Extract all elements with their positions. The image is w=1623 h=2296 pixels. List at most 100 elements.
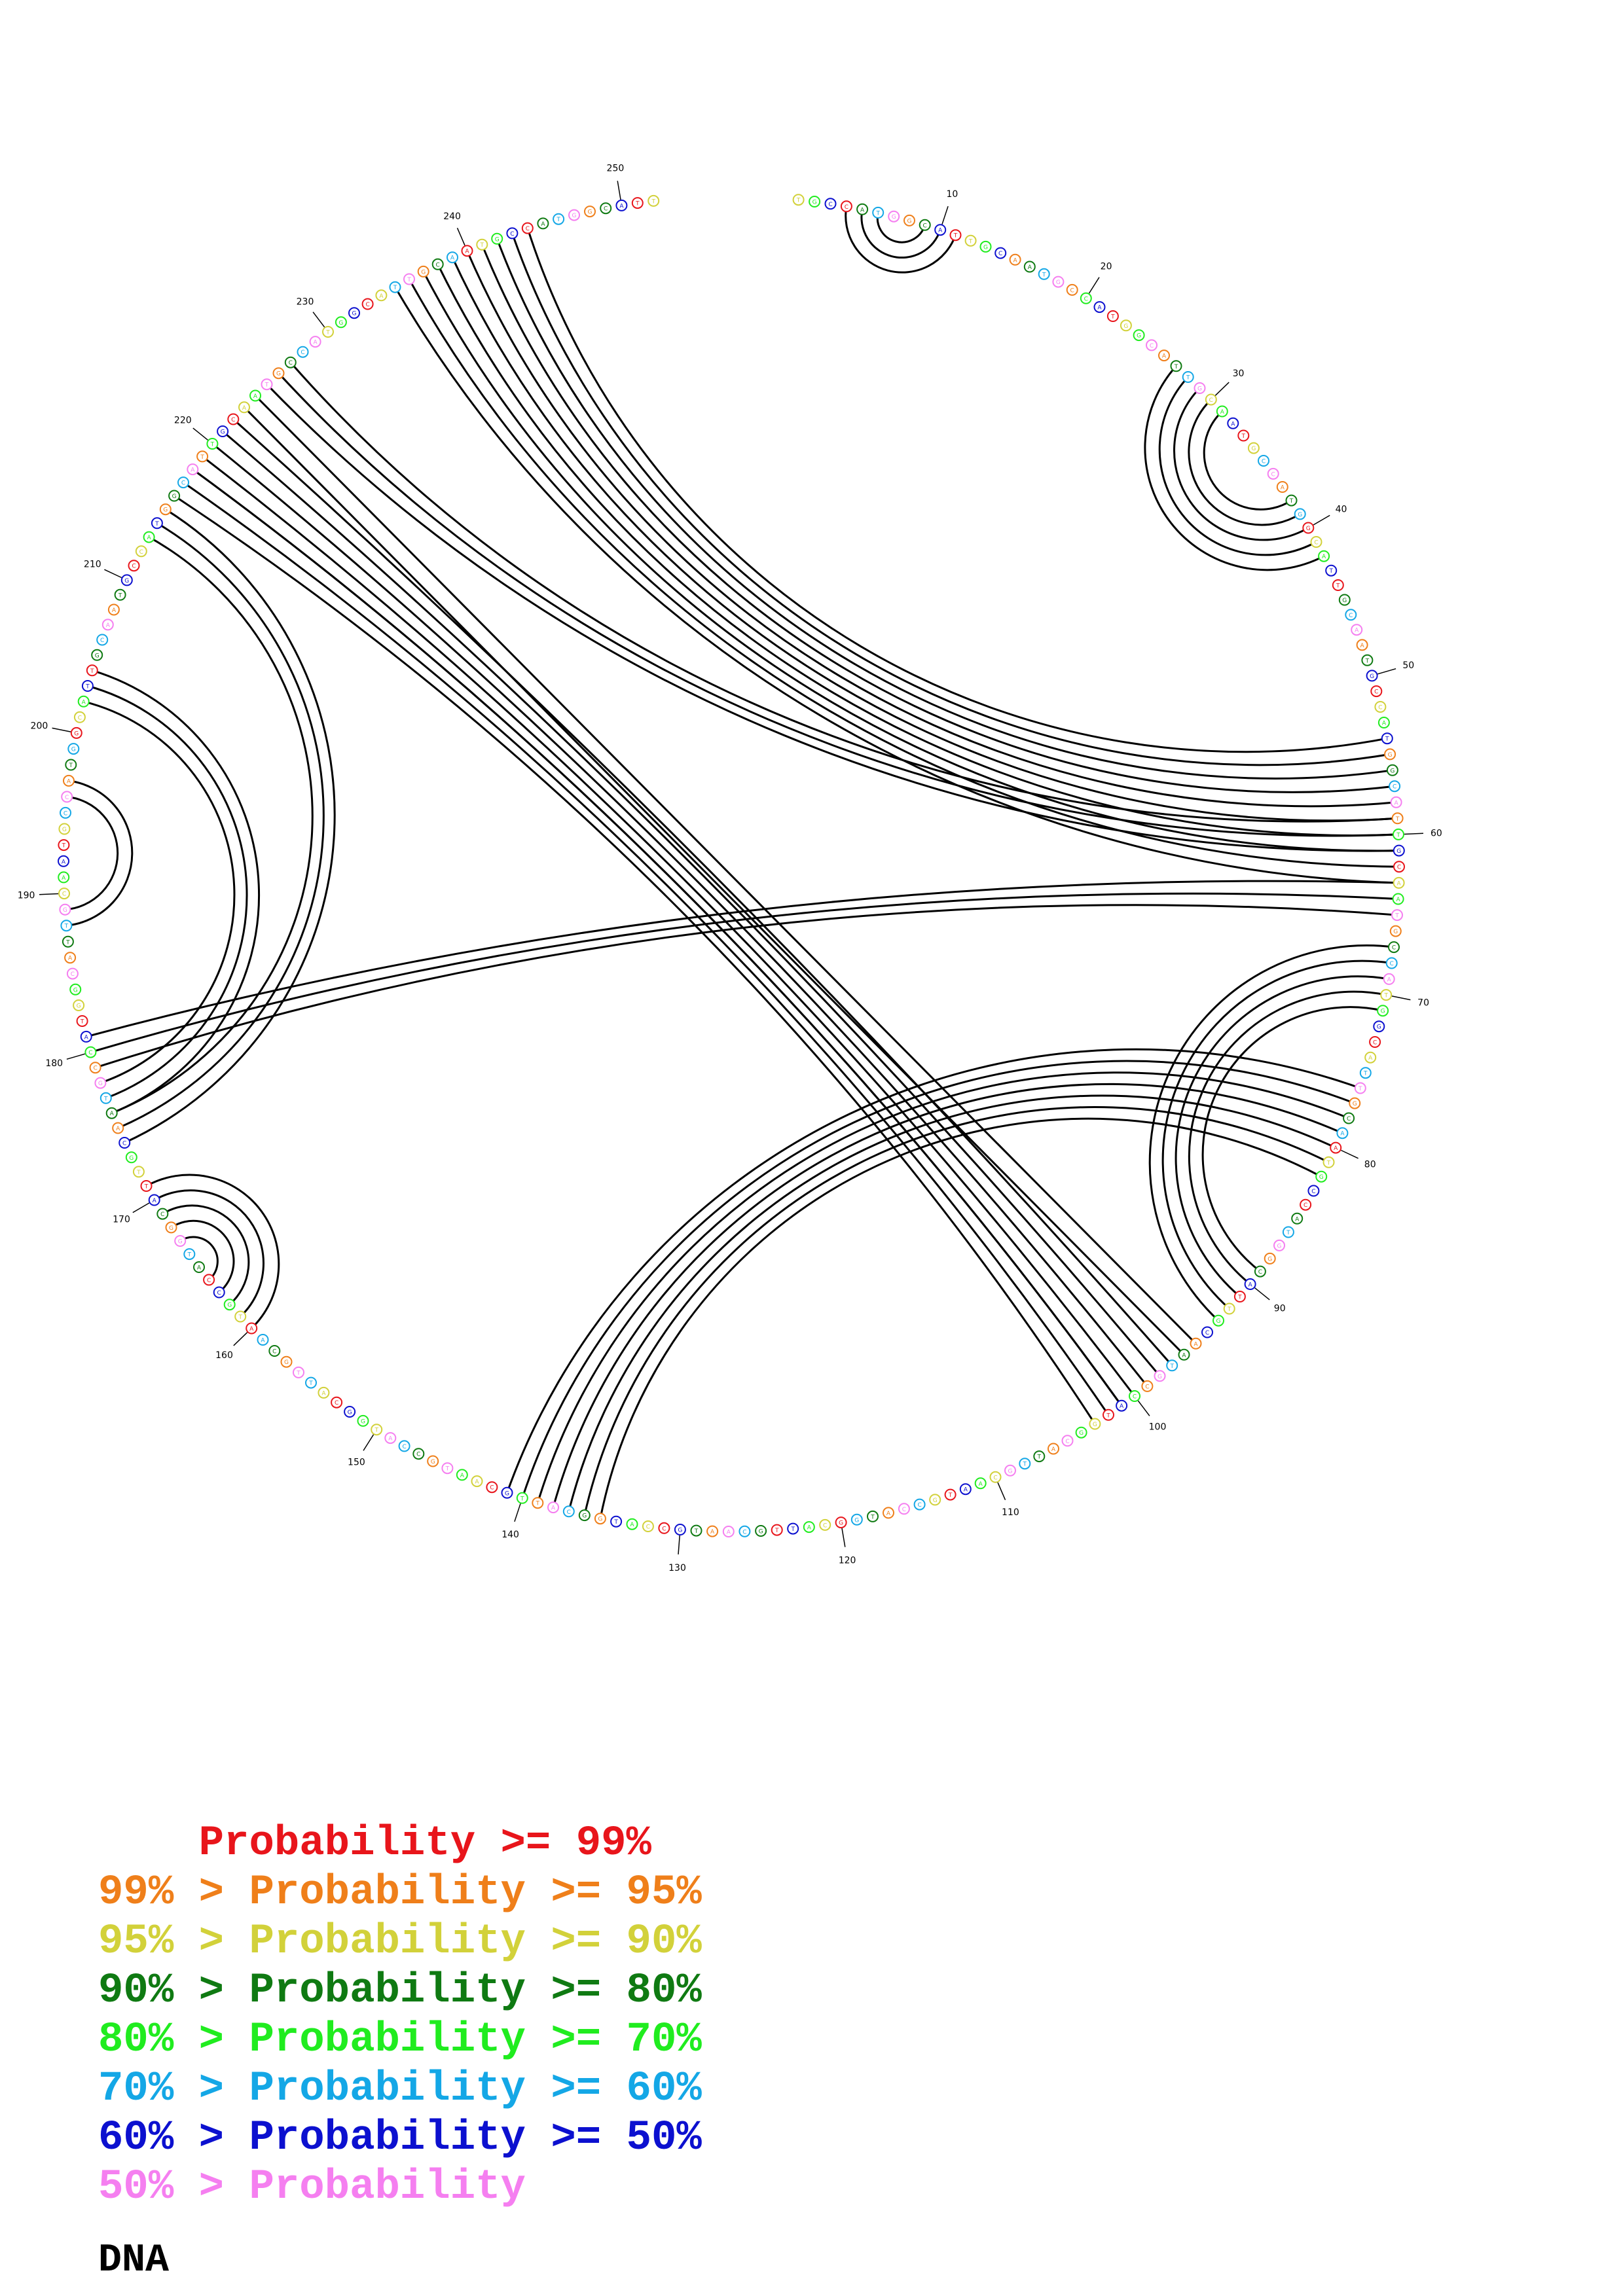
nucleotide: [994, 247, 1007, 259]
nucleotide-letter: A: [62, 875, 66, 882]
nucleotide: [1129, 1390, 1140, 1402]
base-pair-arc: [876, 212, 926, 243]
position-tick: [1377, 668, 1396, 675]
nucleotide: [119, 1137, 131, 1149]
position-tick: [678, 1535, 680, 1554]
nucleotide-letter: G: [129, 1155, 134, 1162]
nucleotide: [77, 695, 90, 708]
nucleotide-letter: G: [1388, 752, 1393, 759]
nucleotide-letter: T: [136, 1170, 141, 1176]
nucleotide: [193, 1261, 205, 1273]
nucleotide-letter: C: [100, 637, 104, 644]
nucleotide: [792, 194, 805, 206]
nucleotide: [89, 1062, 101, 1074]
nucleotide: [58, 855, 69, 867]
nucleotide-letter: T: [210, 442, 215, 448]
base-pair-arc: [1188, 399, 1301, 526]
nucleotide-letter: C: [93, 1066, 97, 1072]
base-pair-arc: [83, 700, 236, 1085]
base-pair-arc: [511, 232, 1391, 766]
molecule-type-label: DNA: [98, 2238, 170, 2283]
position-tick: [1254, 1287, 1270, 1300]
nucleotide-letter: G: [1008, 1468, 1013, 1475]
nucleotide: [456, 1469, 468, 1481]
nucleotide-letter: C: [139, 549, 143, 556]
nucleotide-letter: T: [118, 592, 122, 599]
nucleotide: [213, 1286, 225, 1299]
nucleotide-letter: T: [651, 198, 655, 205]
nucleotide: [206, 438, 219, 450]
nucleotide-letter: C: [1378, 705, 1382, 711]
nucleotide-letter: A: [1355, 628, 1359, 634]
nucleotide: [1141, 1380, 1154, 1392]
position-tick: [997, 1482, 1006, 1500]
nucleotide-letter: A: [860, 207, 865, 213]
nucleotide-letter: C: [1271, 471, 1275, 478]
nucleotide-letter: A: [1220, 409, 1225, 416]
nucleotide: [1351, 624, 1363, 636]
nucleotide: [1381, 732, 1393, 745]
nucleotide-letter: G: [276, 371, 281, 378]
nucleotide-letter: T: [144, 1184, 149, 1191]
nucleotide: [344, 1406, 356, 1418]
base-pair-arc: [202, 456, 1136, 1397]
nucleotide-letter: T: [1110, 314, 1115, 321]
base-pair-arc: [496, 238, 1393, 780]
nucleotide: [690, 1524, 702, 1537]
nucleotide-letter: C: [510, 231, 514, 238]
nucleotide-letter: T: [1289, 498, 1294, 505]
nucleotide: [293, 1366, 304, 1378]
position-tick: [1088, 277, 1100, 294]
nucleotide-letter: A: [938, 228, 943, 234]
nucleotide-letter: C: [845, 204, 848, 211]
nucleotide: [722, 1526, 735, 1537]
nucleotide-letter: A: [112, 607, 117, 614]
nucleotide: [1066, 283, 1078, 296]
nucleotide-letter: T: [103, 1096, 108, 1102]
nucleotide-letter: G: [1370, 673, 1374, 680]
nucleotide-letter: G: [98, 1081, 103, 1087]
nucleotide: [1273, 1239, 1285, 1251]
nucleotide-letter: T: [445, 1466, 450, 1473]
legend-prefix: 50% >: [98, 2164, 249, 2211]
nucleotide: [96, 634, 109, 646]
nucleotide: [1166, 1359, 1178, 1372]
nucleotide: [1190, 1337, 1202, 1350]
nucleotide-letter: A: [110, 1111, 115, 1117]
nucleotide: [135, 545, 147, 558]
nucleotide: [348, 307, 360, 319]
nucleotide: [1264, 1252, 1276, 1265]
nucleotide: [755, 1525, 767, 1537]
nucleotide-letter: G: [812, 200, 817, 206]
nucleotide-letter: G: [169, 1225, 173, 1232]
nucleotide-letter: A: [116, 1126, 120, 1132]
nucleotide-letter: C: [1349, 613, 1353, 619]
nucleotide-letter: C: [1373, 1040, 1377, 1047]
base-pair-arc: [124, 508, 336, 1144]
position-tick: [514, 1503, 521, 1522]
nucleotide-letter: G: [62, 827, 67, 833]
nucleotide: [1315, 1170, 1328, 1183]
nucleotide: [964, 234, 977, 247]
nucleotide: [1282, 1226, 1294, 1238]
nucleotide: [268, 1345, 281, 1357]
nucleotide-letter: G: [361, 1418, 365, 1425]
nucleotide-letter: A: [197, 1265, 202, 1272]
nucleotide: [1330, 1141, 1342, 1154]
nucleotide-letter: A: [242, 405, 247, 412]
nucleotide-letter: A: [1340, 1131, 1345, 1138]
nucleotide: [1302, 522, 1315, 534]
nucleotide: [1325, 564, 1338, 577]
position-label: 30: [1233, 368, 1245, 379]
nucleotide: [506, 227, 519, 240]
nucleotide-letter: G: [1342, 598, 1347, 604]
base-pair-arc: [599, 1117, 1322, 1519]
position-label: 170: [113, 1215, 130, 1225]
nucleotide: [1380, 989, 1393, 1001]
nucleotide-letter: C: [526, 226, 530, 232]
nucleotide: [148, 1194, 160, 1206]
nucleotide: [1392, 893, 1404, 905]
nucleotide-letter: T: [1336, 583, 1340, 590]
position-label: 100: [1149, 1422, 1167, 1432]
nucleotide: [128, 560, 140, 572]
